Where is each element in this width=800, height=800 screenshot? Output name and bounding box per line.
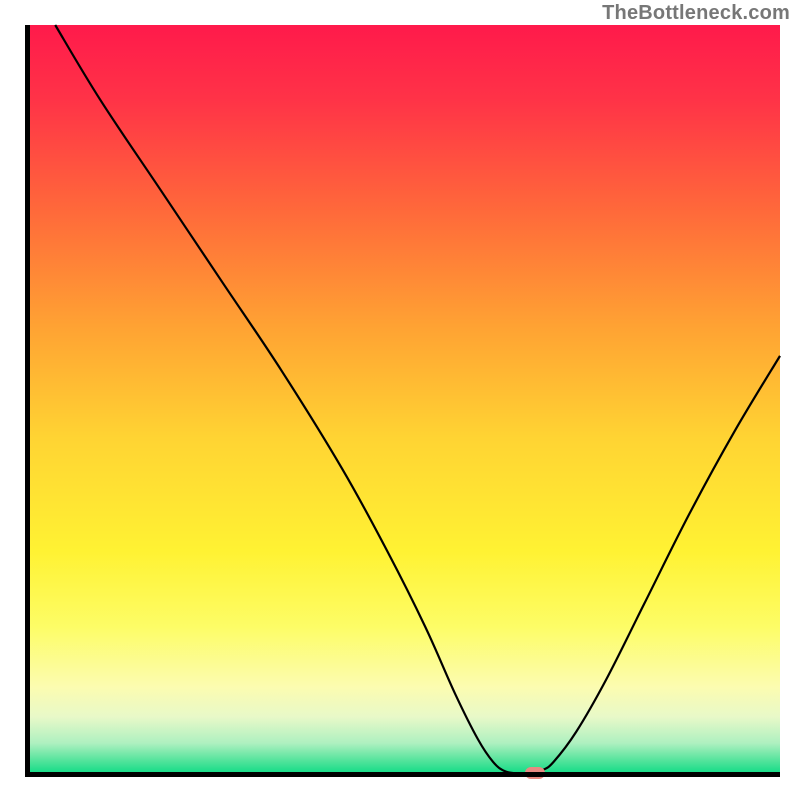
bottleneck-curve: [25, 25, 780, 777]
x-axis-line: [25, 772, 780, 777]
chart-canvas: TheBottleneck.com: [0, 0, 800, 800]
watermark-text: TheBottleneck.com: [602, 2, 790, 25]
y-axis-line: [25, 25, 30, 777]
plot-area: [25, 25, 780, 777]
